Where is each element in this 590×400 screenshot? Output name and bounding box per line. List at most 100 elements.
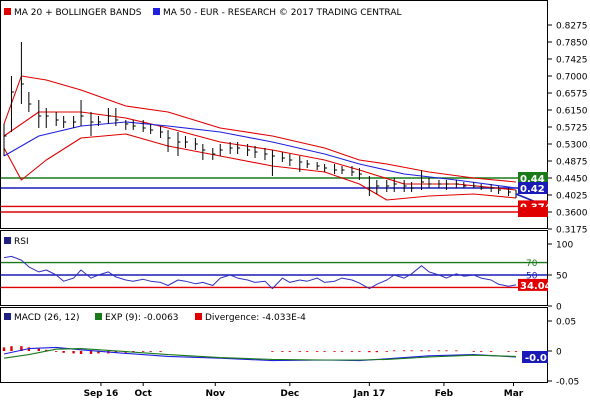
price-bar <box>341 166 345 174</box>
x-tick-label: Jan 17 <box>353 389 386 399</box>
price-bar <box>490 184 494 192</box>
rsi-level-label: 70 <box>526 259 538 269</box>
price-y-tick-label: 0.7850 <box>556 39 588 49</box>
price-level-tag <box>518 182 548 194</box>
price-bar <box>125 120 129 130</box>
price-y-tick-label: 0.6575 <box>556 90 588 100</box>
price-bar <box>38 100 42 128</box>
divergence-bar <box>375 351 379 353</box>
legend-swatch-ma50 <box>153 8 160 15</box>
price-bar <box>306 160 310 168</box>
divergence-bar <box>350 351 354 352</box>
price-level-tag-label: 0.44 <box>520 174 545 185</box>
macd-value-tag-label: -0.01 <box>525 353 554 364</box>
price-bar <box>393 178 397 192</box>
divergence-bar <box>480 351 483 352</box>
divergence-bar <box>149 351 152 352</box>
price-bar <box>73 116 77 128</box>
price-y-tick-label: 0.7000 <box>556 73 588 83</box>
price-bar <box>463 182 467 188</box>
legend-swatch-exp <box>95 313 102 320</box>
price-y-tick-label: 0.4875 <box>556 158 588 168</box>
x-tick-label: Mar <box>504 389 524 399</box>
price-bar <box>473 182 477 188</box>
price-bar <box>281 152 285 162</box>
price-bar <box>229 142 233 154</box>
price-bar <box>80 100 84 126</box>
rsi-value-tag-label: 34.04 <box>520 281 552 292</box>
price-y-tick-label: 0.5300 <box>556 141 588 151</box>
x-tick-label: Feb <box>435 389 454 399</box>
price-bar <box>351 166 355 176</box>
legend-label-divergence: Divergence: -4.033E-4 <box>205 313 306 323</box>
price-bar <box>445 180 449 190</box>
price-bar <box>10 76 14 132</box>
price-y-tick-label: 0.6150 <box>556 107 588 117</box>
price-bar <box>498 186 502 194</box>
macd-layer <box>2 346 518 362</box>
exp-line <box>3 348 517 361</box>
divergence-bar <box>410 350 413 352</box>
value-tags-layer: 0.440.420.37434.04-0.01 <box>518 172 554 364</box>
divergence-bar <box>97 351 100 354</box>
price-bar <box>63 116 67 128</box>
legend-label-macd: MACD (26, 12) <box>14 313 80 323</box>
price-bar <box>184 136 188 148</box>
price-bar <box>358 168 362 180</box>
price-bar <box>212 148 216 160</box>
divergence-bar <box>20 346 23 351</box>
divergence-bar <box>281 351 284 352</box>
price-bar <box>368 176 372 196</box>
price-bar <box>160 126 164 138</box>
price-legend: MA 20 + BOLLINGER BANDS MA 50 - EUR - RE… <box>4 8 402 18</box>
price-bar <box>271 150 275 176</box>
divergence-bar <box>298 351 301 352</box>
divergence-bar <box>10 346 13 351</box>
price-bar <box>421 170 425 190</box>
price-bar <box>334 164 338 174</box>
rsi-y-tick-label: 100 <box>556 241 573 251</box>
price-bar <box>28 92 32 112</box>
divergence-bar <box>141 351 145 352</box>
divergence-bar <box>114 351 118 353</box>
macd-y-tick-label: 0.05 <box>556 318 576 328</box>
divergence-bar <box>340 351 344 352</box>
price-y-tick-label: 0.3175 <box>556 226 588 236</box>
divergence-bar <box>159 351 162 352</box>
divergence-bar <box>54 351 58 352</box>
price-bar <box>3 124 7 156</box>
axis-ticks-layer: 0.8275 0.7850 0.7425 0.7000 0.6575 0.6150 0.57… <box>84 22 588 400</box>
divergence-bar <box>489 351 493 352</box>
macd-panel-frame <box>0 307 548 383</box>
price-bar <box>45 108 49 128</box>
price-bar <box>167 130 171 152</box>
legend-swatch-divergence <box>195 313 202 320</box>
price-y-tick-label: 0.4450 <box>556 175 588 185</box>
price-bar <box>254 146 258 158</box>
divergence-bar <box>89 351 93 354</box>
price-bar <box>455 180 459 188</box>
divergence-bar <box>62 351 65 353</box>
divergence-bar <box>358 351 361 352</box>
divergence-bar <box>45 349 48 351</box>
legend-swatch-macd <box>4 313 11 320</box>
price-bar <box>237 142 241 154</box>
divergence-bar <box>306 351 309 352</box>
divergence-bar <box>271 351 274 352</box>
divergence-bar <box>455 350 458 352</box>
legend-label-ma20: MA 20 + BOLLINGER BANDS <box>14 8 142 18</box>
divergence-bar <box>445 350 448 352</box>
x-tick-label: Dec <box>280 389 299 399</box>
price-y-tick-label: 0.5725 <box>556 124 588 134</box>
price-bar <box>202 144 206 160</box>
rsi-value-tag <box>518 278 548 291</box>
price-bar <box>150 124 154 134</box>
rsi-line <box>3 255 517 290</box>
level-lines-layer <box>1 177 547 213</box>
price-panel-frame <box>0 0 548 229</box>
divergence-bar <box>514 351 518 352</box>
divergence-bar <box>37 348 40 351</box>
price-bar <box>177 132 181 156</box>
price-bar <box>247 144 251 156</box>
